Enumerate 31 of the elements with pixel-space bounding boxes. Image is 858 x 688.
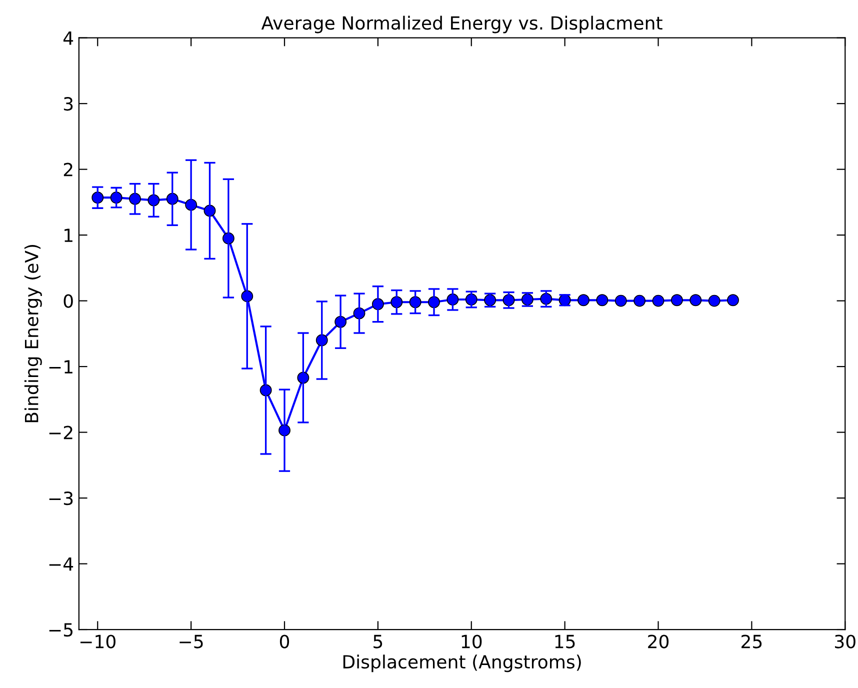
y-tick-label: 3 xyxy=(64,97,73,111)
point xyxy=(614,294,627,307)
x-tick-label: 30 xyxy=(835,634,856,648)
x-tick-label: −10 xyxy=(80,634,116,648)
y-tick-label: −1 xyxy=(49,360,72,374)
y-tick-label: 4 xyxy=(63,32,74,45)
x-tick-label: 10 xyxy=(462,634,482,648)
y-axis-title: Binding Energy (eV) xyxy=(24,245,42,422)
y-tick-label: −2 xyxy=(49,426,72,440)
y-tick-label: −4 xyxy=(49,557,74,571)
point xyxy=(727,294,739,306)
y-tick-label: −5 xyxy=(49,623,72,637)
y-tick-label: 0 xyxy=(64,294,73,308)
x-tick-label: 5 xyxy=(374,634,382,648)
chart-title: Average Normalized Energy vs. Displacment xyxy=(261,16,662,34)
y-tick-label: −3 xyxy=(49,491,73,506)
point xyxy=(596,294,608,306)
point xyxy=(652,294,664,307)
x-tick-label: 0 xyxy=(280,634,290,648)
y-tick-label: 1 xyxy=(64,228,72,242)
x-tick-label: 20 xyxy=(648,634,669,648)
x-axis-title: Displacement (Angstroms) xyxy=(343,654,581,672)
point xyxy=(708,294,720,307)
point xyxy=(634,294,646,307)
point xyxy=(670,294,683,306)
x-tick-label: 15 xyxy=(555,634,575,648)
x-tick-label: 25 xyxy=(742,634,762,648)
y-tick-label: 2 xyxy=(64,162,72,176)
point xyxy=(578,294,590,306)
point xyxy=(690,294,702,306)
x-tick-label: −5 xyxy=(180,634,203,648)
